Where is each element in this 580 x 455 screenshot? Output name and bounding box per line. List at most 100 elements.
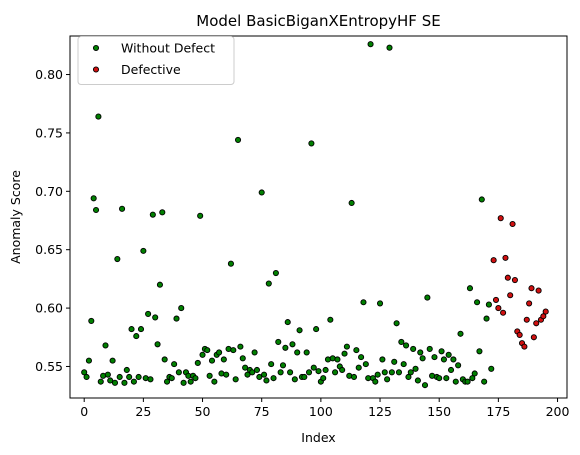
data-point <box>341 350 348 357</box>
data-point <box>194 359 201 367</box>
data-point <box>126 373 133 381</box>
data-point <box>384 376 391 383</box>
data-point <box>234 136 242 143</box>
data-point <box>121 379 128 386</box>
data-point <box>481 378 488 385</box>
data-point <box>111 379 119 386</box>
data-point <box>154 341 161 348</box>
x-tick-label: 200 <box>546 404 570 419</box>
data-point <box>405 373 412 381</box>
data-point <box>239 355 246 362</box>
data-point <box>386 44 393 51</box>
data-point <box>161 356 168 363</box>
data-point <box>137 326 145 333</box>
data-point <box>206 372 213 379</box>
data-point <box>315 368 322 375</box>
data-point <box>502 254 509 261</box>
data-point <box>277 369 284 376</box>
data-point <box>339 366 346 374</box>
data-point <box>474 299 481 306</box>
data-point <box>123 366 130 374</box>
data-point <box>500 309 507 316</box>
data-point <box>90 195 97 202</box>
data-point <box>216 349 223 356</box>
data-point <box>147 376 154 383</box>
data-point <box>353 347 360 354</box>
data-point <box>372 378 379 385</box>
data-point <box>438 348 445 355</box>
data-point <box>507 292 514 299</box>
data-point <box>469 375 476 382</box>
data-point <box>85 357 92 364</box>
data-point <box>509 220 516 228</box>
data-point <box>237 343 244 350</box>
data-point <box>376 300 384 307</box>
data-point <box>152 314 159 321</box>
data-point <box>450 356 457 363</box>
legend-marker <box>92 44 100 52</box>
data-point <box>313 326 320 333</box>
data-point <box>145 310 152 317</box>
data-point <box>414 377 421 384</box>
x-tick-label: 25 <box>135 404 151 419</box>
data-point <box>490 257 497 264</box>
data-point <box>232 376 239 383</box>
legend-marker <box>92 66 100 73</box>
x-tick-label: 150 <box>427 404 451 419</box>
data-point <box>159 209 166 216</box>
data-point <box>109 357 116 364</box>
data-point <box>471 370 478 377</box>
data-point <box>334 356 341 363</box>
data-point <box>114 255 121 263</box>
data-point <box>310 364 317 371</box>
legend: Without Defect Defective <box>77 36 235 85</box>
data-point <box>504 274 511 281</box>
data-point <box>497 215 504 222</box>
data-point <box>410 345 417 353</box>
legend-box <box>77 36 235 85</box>
data-point <box>305 369 313 376</box>
data-point <box>436 375 443 382</box>
points-layer <box>81 41 549 389</box>
y-tick-label: 0.55 <box>35 359 63 374</box>
y-tick-label: 0.65 <box>35 242 63 257</box>
data-point <box>187 378 194 385</box>
data-point <box>97 378 104 385</box>
data-point <box>95 113 102 120</box>
data-point <box>140 247 147 254</box>
data-point <box>495 305 502 312</box>
data-point <box>412 365 419 372</box>
data-point <box>133 333 140 340</box>
data-point <box>521 343 528 350</box>
data-point <box>119 205 126 212</box>
data-point <box>367 41 374 48</box>
data-point <box>208 357 216 364</box>
data-point <box>294 349 301 356</box>
data-point <box>149 211 156 218</box>
data-point <box>528 285 535 292</box>
x-tick-label: 50 <box>195 404 211 419</box>
data-point <box>102 342 109 349</box>
data-point <box>180 379 187 386</box>
data-point <box>476 348 483 355</box>
data-point <box>511 277 518 284</box>
data-point <box>211 378 218 385</box>
x-axis-label: Index <box>301 430 335 445</box>
data-point <box>116 373 123 381</box>
data-point <box>220 356 227 363</box>
data-point <box>478 196 485 203</box>
data-point <box>104 371 111 378</box>
data-point <box>393 320 400 327</box>
data-point <box>533 320 540 327</box>
data-point <box>204 347 211 354</box>
data-point <box>258 189 265 196</box>
data-point <box>230 347 237 354</box>
data-point <box>452 378 459 385</box>
data-point <box>92 206 100 214</box>
data-point <box>350 373 358 381</box>
data-point <box>388 369 395 376</box>
data-point <box>173 315 180 322</box>
data-point <box>403 342 410 349</box>
data-point <box>253 366 261 374</box>
